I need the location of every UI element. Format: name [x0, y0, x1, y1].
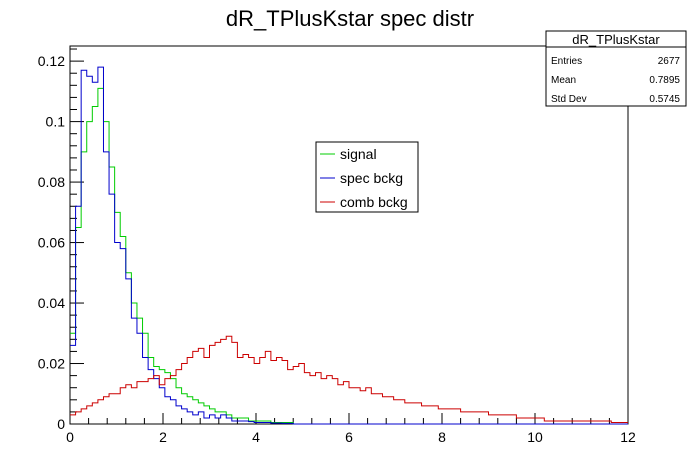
y-tick-label: 0 [57, 416, 65, 432]
stats-value: 2677 [658, 56, 681, 67]
x-tick-label: 4 [252, 429, 260, 445]
y-tick-label: 0.12 [38, 53, 65, 69]
stats-box-title: dR_TPlusKstar [572, 32, 660, 47]
histogram-series [70, 66, 628, 425]
series-comb-bckg-histogram [70, 335, 628, 423]
x-tick-label: 2 [159, 429, 167, 445]
x-tick-label: 0 [66, 429, 74, 445]
series-spec-bckg-histogram [70, 66, 628, 425]
y-tick-label: 0.1 [46, 114, 66, 130]
y-axis: 0 0.02 0.04 0.06 0.08 0.1 0.12 [38, 48, 84, 432]
x-tick-label: 6 [345, 429, 353, 445]
stats-label: Entries [551, 56, 582, 67]
y-tick-label: 0.02 [38, 356, 65, 372]
stats-box-frame [545, 30, 687, 107]
stats-label: Std Dev [551, 94, 587, 105]
legend-label-comb-bckg: comb bckg [340, 194, 408, 210]
x-tick-label: 10 [527, 429, 543, 445]
stats-label: Mean [551, 75, 576, 86]
legend-label-signal: signal [340, 146, 377, 162]
x-tick-label: 8 [438, 429, 446, 445]
stats-value: 0.5745 [649, 94, 680, 105]
stats-value: 0.7895 [649, 75, 680, 86]
legend: signal spec bckg comb bckg [315, 141, 419, 213]
legend-label-spec-bckg: spec bckg [340, 170, 403, 186]
x-tick-label: 12 [620, 429, 636, 445]
y-tick-label: 0.06 [38, 235, 65, 251]
y-tick-label: 0.08 [38, 174, 65, 190]
y-tick-label: 0.04 [38, 295, 65, 311]
plot-area: 0 2 4 6 8 10 12 0 0.02 0.04 0.06 0.08 0.1 0.12 [38, 45, 636, 445]
chart-title: dR_TPlusKstar spec distr [226, 6, 474, 31]
stats-box: dR_TPlusKstar Entries 2677 Mean 0.7895 Std D… [545, 30, 687, 107]
